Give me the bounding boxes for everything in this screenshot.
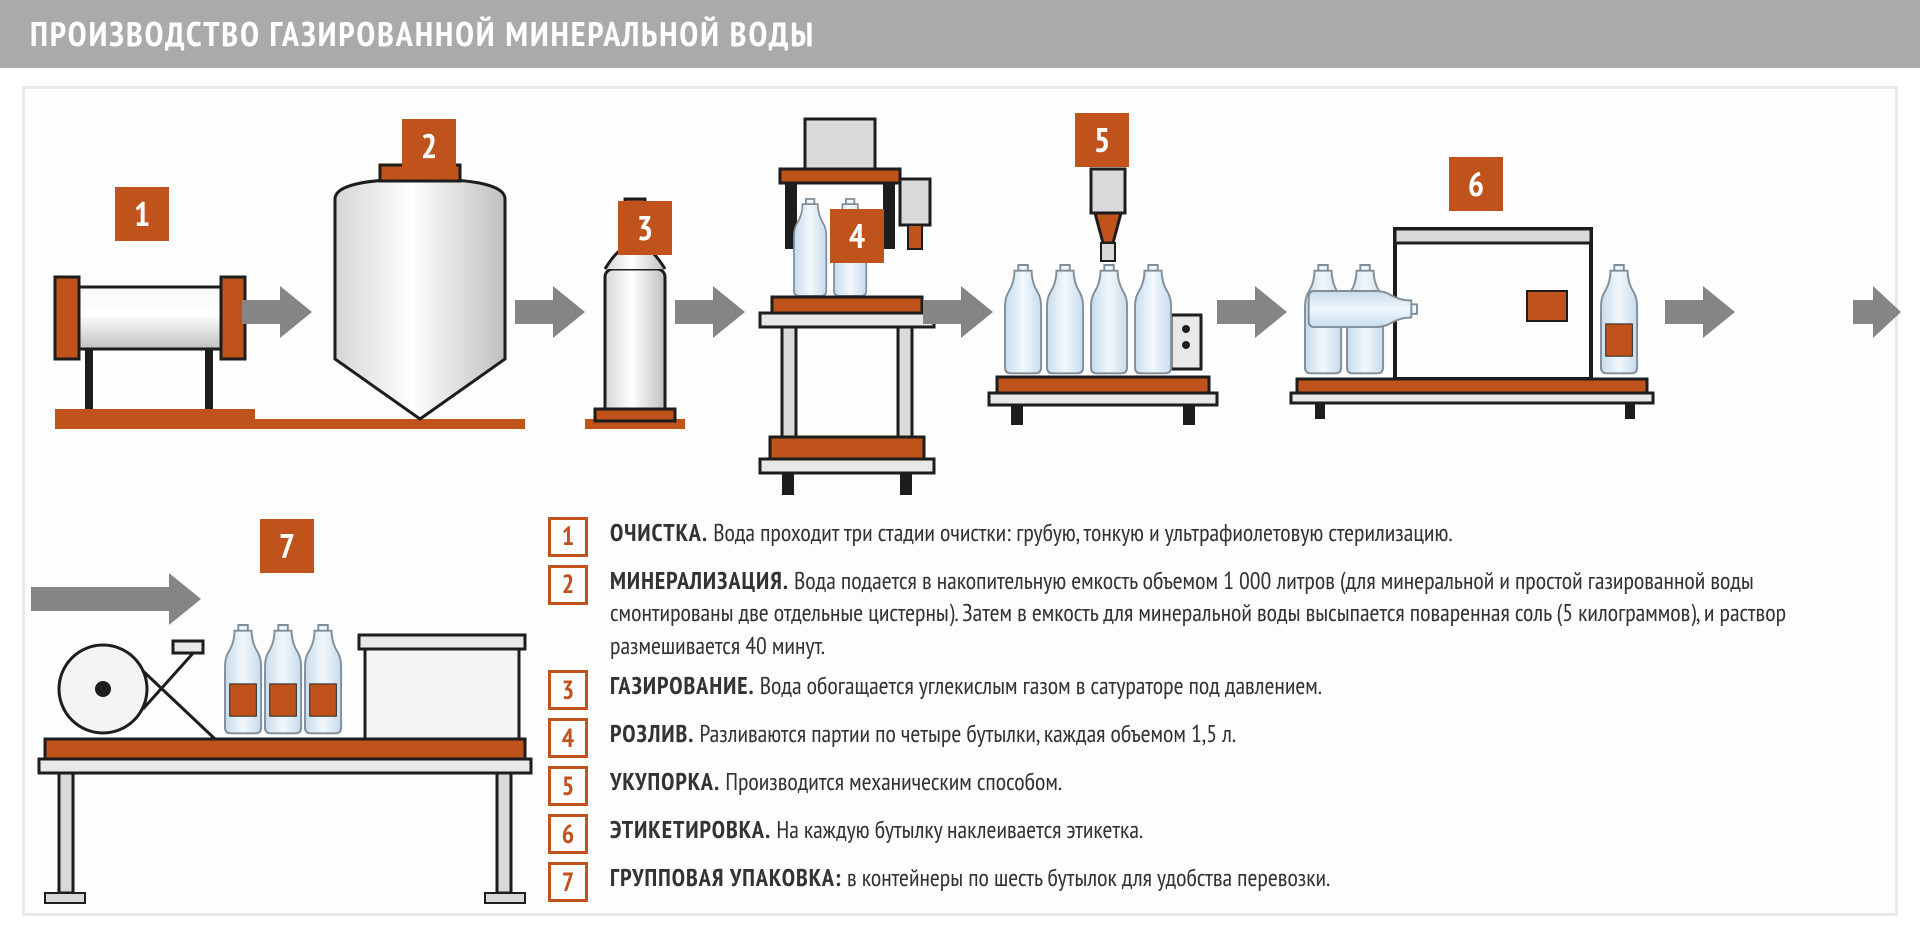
arrow-icon (515, 286, 585, 338)
badge-6: 6 (1449, 157, 1503, 211)
arrow-icon (923, 286, 993, 338)
legend-num: 2 (548, 565, 588, 605)
badge-7: 7 (260, 519, 314, 573)
legend-num: 7 (548, 862, 588, 902)
legend-text: ЭТИКЕТИРОВКА. На каждую бутылку наклеива… (610, 814, 1143, 846)
legend-num: 5 (548, 766, 588, 806)
legend-num: 6 (548, 814, 588, 854)
legend-row: 4 РОЗЛИВ. Разливаются партии по четыре б… (548, 718, 1875, 758)
diagram-panel: 1 2 3 4 5 6 7 1 ОЧИСТКА. Вода проходит т… (22, 86, 1898, 916)
stage-5-capper (989, 169, 1217, 425)
process-diagram: 1 2 3 4 5 6 7 1 ОЧИСТКА. Вода проходит т… (25, 89, 1895, 913)
legend-row: 7 ГРУППОВАЯ УПАКОВКА: в контейнеры по ше… (548, 862, 1875, 902)
legend-row: 1 ОЧИСТКА. Вода проходит три стадии очис… (548, 517, 1875, 557)
arrow-icon (1665, 286, 1735, 338)
stage-4-filler (760, 119, 934, 495)
stage-7-packer (39, 625, 531, 903)
legend-text: ГАЗИРОВАНИЕ. Вода обогащается углекислым… (610, 670, 1322, 702)
legend-text: МИНЕРАЛИЗАЦИЯ. Вода подается в накопител… (610, 565, 1875, 662)
legend-text: ОЧИСТКА. Вода проходит три стадии очистк… (610, 517, 1453, 549)
legend-text: РОЗЛИВ. Разливаются партии по четыре бут… (610, 718, 1236, 750)
legend-row: 3 ГАЗИРОВАНИЕ. Вода обогащается углекисл… (548, 670, 1875, 710)
arrow-icon (675, 286, 745, 338)
badge-1: 1 (115, 187, 169, 241)
arrow-icon (1217, 286, 1287, 338)
legend-row: 6 ЭТИКЕТИРОВКА. На каждую бутылку наклеи… (548, 814, 1875, 854)
stage-1-filter (55, 277, 255, 419)
legend-text: ГРУППОВАЯ УПАКОВКА: в контейнеры по шест… (610, 862, 1330, 894)
legend-row: 2 МИНЕРАЛИЗАЦИЯ. Вода подается в накопит… (548, 565, 1875, 662)
badge-3: 3 (618, 201, 672, 255)
arrow-icon (242, 286, 312, 338)
legend: 1 ОЧИСТКА. Вода проходит три стадии очис… (548, 517, 1875, 910)
badge-4: 4 (830, 209, 884, 263)
arrow-icon (1853, 286, 1901, 338)
legend-text: УКУПОРКА. Производится механическим спос… (610, 766, 1062, 798)
legend-num: 1 (548, 517, 588, 557)
legend-num: 4 (548, 718, 588, 758)
stage-6-labeler (1291, 229, 1653, 419)
badge-2: 2 (402, 119, 456, 173)
page-title: ПРОИЗВОДСТВО ГАЗИРОВАННОЙ МИНЕРАЛЬНОЙ ВО… (0, 0, 1920, 68)
badge-5: 5 (1075, 113, 1129, 167)
legend-row: 5 УКУПОРКА. Производится механическим сп… (548, 766, 1875, 806)
arrow-icon (31, 573, 201, 625)
legend-num: 3 (548, 670, 588, 710)
